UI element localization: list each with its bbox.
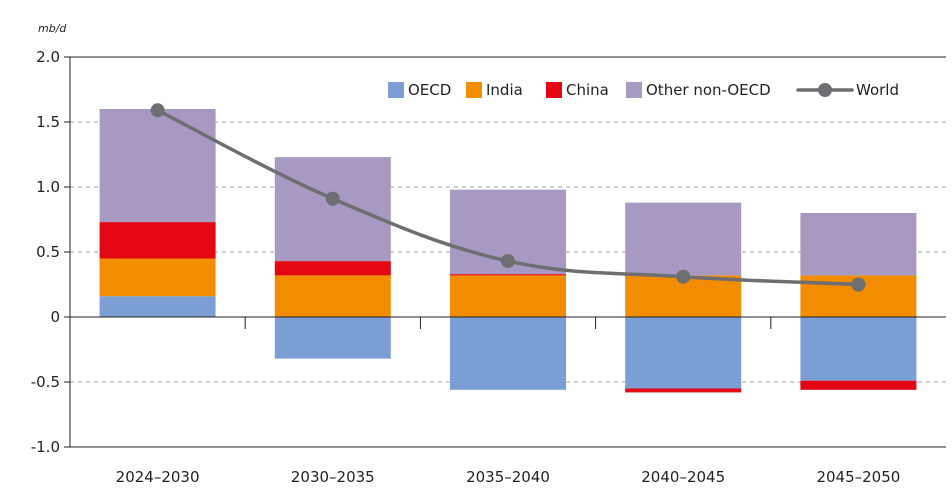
- bar-other-non-oecd-2: [274, 157, 391, 262]
- y-tick-label: 0.5: [36, 243, 60, 261]
- x-tick-label: 2030–2035: [291, 468, 375, 486]
- legend-swatch-oecd: [388, 82, 404, 98]
- world-point-5: [851, 277, 866, 292]
- world-line: [150, 103, 866, 292]
- world-point-1: [150, 103, 165, 118]
- x-tick-label: 2045–2050: [816, 468, 900, 486]
- y-tick-label: -1.0: [31, 438, 60, 456]
- world-point-3: [501, 254, 515, 269]
- bar-india-1: [99, 258, 216, 297]
- x-tick-label: 2024–2030: [116, 468, 200, 486]
- bar-other-non-oecd-1: [99, 109, 216, 223]
- bar-other-non-oecd-4: [625, 202, 742, 276]
- bar-india-3: [450, 275, 566, 317]
- world-point-4: [676, 269, 691, 284]
- grid-lines: [70, 121, 946, 383]
- unit-label: mb/d: [38, 22, 67, 35]
- legend: OECD India China Other non-OECD World: [388, 81, 899, 99]
- legend-label-india: India: [486, 81, 523, 99]
- bar-oecd-2: [274, 317, 391, 359]
- x-tick-label: 2040–2045: [641, 468, 725, 486]
- legend-label-china: China: [566, 81, 609, 99]
- x-tick-label: 2035–2040: [466, 468, 550, 486]
- bar-china-3: [450, 274, 566, 276]
- bar-china-5: [800, 380, 917, 390]
- bar-china-4: [625, 388, 742, 393]
- y-tick-label: -0.5: [31, 373, 60, 391]
- bar-india-2: [274, 275, 391, 317]
- bar-oecd-5: [800, 317, 917, 381]
- bar-oecd-4: [625, 317, 742, 389]
- bar-oecd-3: [450, 317, 566, 390]
- legend-swatch-china: [546, 82, 562, 98]
- y-tick-label: 1.0: [36, 178, 60, 196]
- legend-label-world: World: [856, 81, 899, 99]
- bar-oecd-1: [99, 296, 216, 317]
- y-tick-label: 2.0: [36, 48, 60, 66]
- legend-swatch-india: [466, 82, 482, 98]
- y-tick-label: 1.5: [36, 113, 60, 131]
- world-point-2: [325, 191, 340, 206]
- legend-swatch-other-non-oecd: [626, 82, 642, 98]
- legend-label-oecd: OECD: [408, 81, 451, 99]
- bar-other-non-oecd-5: [800, 213, 917, 276]
- bar-china-1: [99, 222, 216, 259]
- axis-labels: 2.0 1.5 1.0 0.5 0 -0.5 -1.0 2024–2030 2030–2035 2…: [31, 48, 901, 486]
- axes: [64, 56, 946, 448]
- bar-china-2: [274, 261, 391, 276]
- legend-marker-world: [818, 83, 832, 97]
- legend-label-other-non-oecd: Other non-OECD: [646, 81, 771, 99]
- y-tick-label: 0: [50, 308, 60, 326]
- bars: [99, 109, 917, 393]
